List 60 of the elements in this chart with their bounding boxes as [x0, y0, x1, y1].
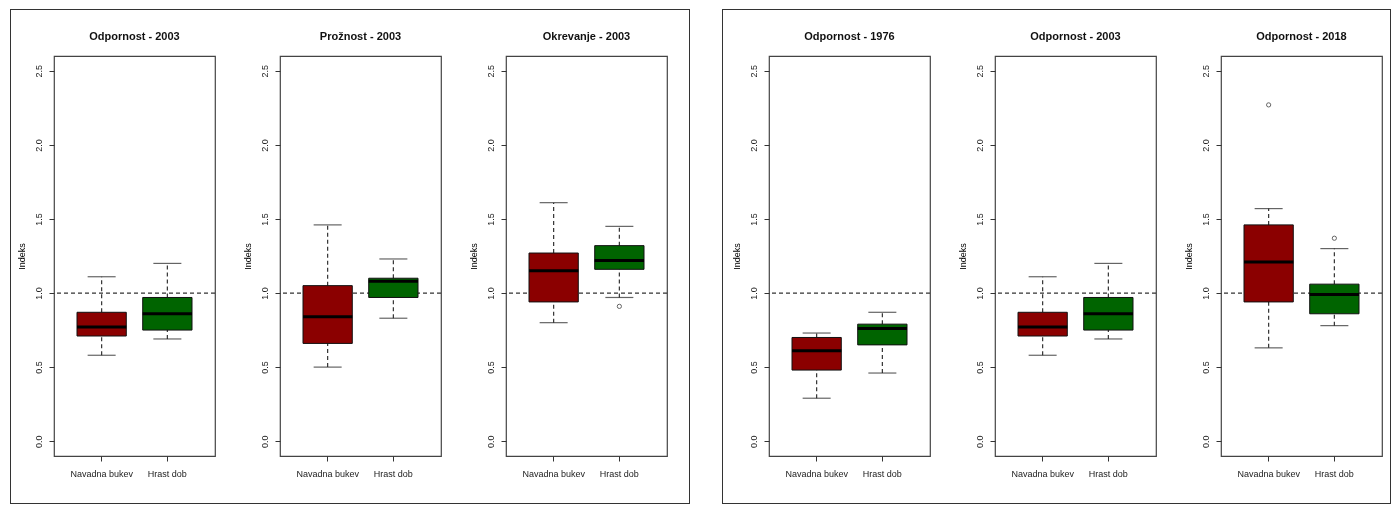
y-tick-label: 1.0	[1200, 287, 1211, 300]
chart-title: Okrevanje - 2003	[542, 30, 631, 42]
y-tick-label: 2.0	[33, 139, 44, 152]
x-tick-label: Navadna bukev	[296, 468, 360, 479]
x-tick-label: Navadna bukev	[785, 468, 849, 479]
y-tick-label: 2.5	[748, 65, 759, 78]
x-tick-label: Hrast dob	[1088, 468, 1128, 479]
y-tick-label: 1.0	[33, 287, 44, 300]
x-tick-label: Navadna bukev	[70, 468, 134, 479]
x-tick-label: Hrast dob	[862, 468, 902, 479]
y-axis-title: Indeks	[468, 242, 479, 270]
y-tick-label: 0.5	[259, 361, 270, 374]
y-tick-label: 0.0	[748, 435, 759, 448]
x-tick-label: Navadna bukev	[1011, 468, 1075, 479]
x-tick-label: Navadna bukev	[522, 468, 586, 479]
y-tick-label: 0.5	[974, 361, 985, 374]
y-tick-label: 1.5	[1200, 213, 1211, 226]
y-tick-label: 1.0	[974, 287, 985, 300]
x-tick-label: Hrast dob	[1314, 468, 1354, 479]
x-tick-label: Hrast dob	[147, 468, 187, 479]
chart-title: Odpornost - 2003	[89, 30, 180, 42]
y-tick-label: 1.5	[485, 213, 496, 226]
chart-title: Odpornost - 1976	[804, 30, 895, 42]
y-tick-label: 1.0	[485, 287, 496, 300]
y-tick-label: 0.0	[1200, 435, 1211, 448]
y-tick-label: 1.5	[974, 213, 985, 226]
y-tick-label: 2.5	[1200, 65, 1211, 78]
y-tick-label: 0.0	[33, 435, 44, 448]
x-tick-label: Navadna bukev	[1237, 468, 1301, 479]
y-tick-label: 0.5	[33, 361, 44, 374]
chart-title: Prožnost - 2003	[319, 30, 402, 42]
y-tick-label: 1.5	[259, 213, 270, 226]
y-axis-title: Indeks	[242, 242, 253, 270]
y-tick-label: 0.0	[974, 435, 985, 448]
y-tick-label: 2.0	[1200, 139, 1211, 152]
chart-title: Odpornost - 2018	[1256, 30, 1347, 42]
y-axis-title: Indeks	[957, 242, 968, 270]
y-tick-label: 2.5	[259, 65, 270, 78]
y-tick-label: 0.5	[485, 361, 496, 374]
y-axis-title: Indeks	[1183, 242, 1194, 270]
y-tick-label: 1.5	[33, 213, 44, 226]
y-tick-label: 0.5	[748, 361, 759, 374]
y-tick-label: 2.0	[748, 139, 759, 152]
y-tick-label: 0.0	[259, 435, 270, 448]
x-tick-label: Hrast dob	[599, 468, 639, 479]
y-tick-label: 2.5	[485, 65, 496, 78]
y-tick-label: 2.5	[33, 65, 44, 78]
chart-title: Odpornost - 2003	[1030, 30, 1121, 42]
y-tick-label: 2.5	[974, 65, 985, 78]
y-tick-label: 1.0	[748, 287, 759, 300]
y-axis-title: Indeks	[731, 242, 742, 270]
y-tick-label: 0.5	[1200, 361, 1211, 374]
x-tick-label: Hrast dob	[373, 468, 413, 479]
y-tick-label: 1.0	[259, 287, 270, 300]
y-tick-label: 2.0	[485, 139, 496, 152]
y-tick-label: 0.0	[485, 435, 496, 448]
y-tick-label: 2.0	[974, 139, 985, 152]
y-axis-title: Indeks	[16, 242, 27, 270]
y-tick-label: 2.0	[259, 139, 270, 152]
y-tick-label: 1.5	[748, 213, 759, 226]
